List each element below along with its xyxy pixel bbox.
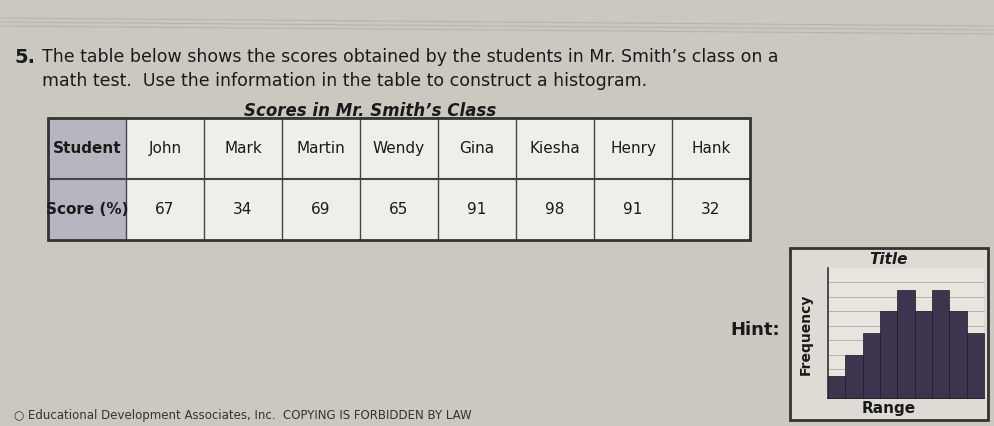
Text: 91: 91 [623, 202, 643, 217]
Text: 32: 32 [702, 202, 721, 217]
Bar [48, 118, 750, 240]
Text: 91: 91 [467, 202, 487, 217]
Text: Title: Title [870, 252, 909, 267]
Text: 69: 69 [311, 202, 331, 217]
Text: Mark: Mark [224, 141, 261, 156]
Text: ○ Educational Development Associates, Inc.  COPYING IS FORBIDDEN BY LAW: ○ Educational Development Associates, In… [14, 409, 471, 422]
Bar [880, 311, 898, 398]
Text: Student: Student [53, 141, 121, 156]
Text: math test.  Use the information in the table to construct a histogram.: math test. Use the information in the ta… [42, 72, 647, 90]
Bar [828, 376, 845, 398]
Text: Frequency: Frequency [799, 294, 813, 375]
Text: Score (%): Score (%) [46, 202, 128, 217]
Bar [828, 268, 984, 398]
Text: 34: 34 [234, 202, 252, 217]
Text: 98: 98 [546, 202, 565, 217]
Text: Gina: Gina [459, 141, 495, 156]
Text: Range: Range [862, 401, 916, 416]
Text: Hint:: Hint: [730, 321, 779, 339]
Bar [967, 333, 984, 398]
Bar [845, 355, 863, 398]
Text: Scores in Mr. Smith’s Class: Scores in Mr. Smith’s Class [244, 102, 496, 120]
Bar [48, 118, 126, 179]
Text: Henry: Henry [610, 141, 656, 156]
Text: Martin: Martin [296, 141, 345, 156]
Bar [914, 311, 932, 398]
Text: 67: 67 [155, 202, 175, 217]
Text: Wendy: Wendy [373, 141, 425, 156]
Bar [48, 179, 126, 240]
Text: 65: 65 [390, 202, 409, 217]
Bar [949, 311, 967, 398]
Bar [48, 118, 750, 240]
Text: 5.: 5. [14, 48, 35, 67]
Bar [932, 290, 949, 398]
Bar [898, 290, 914, 398]
Text: Kiesha: Kiesha [530, 141, 580, 156]
Text: John: John [148, 141, 182, 156]
Text: Hank: Hank [691, 141, 731, 156]
Text: The table below shows the scores obtained by the students in Mr. Smith’s class o: The table below shows the scores obtaine… [42, 48, 778, 66]
Bar [863, 333, 880, 398]
Bar [790, 248, 988, 420]
